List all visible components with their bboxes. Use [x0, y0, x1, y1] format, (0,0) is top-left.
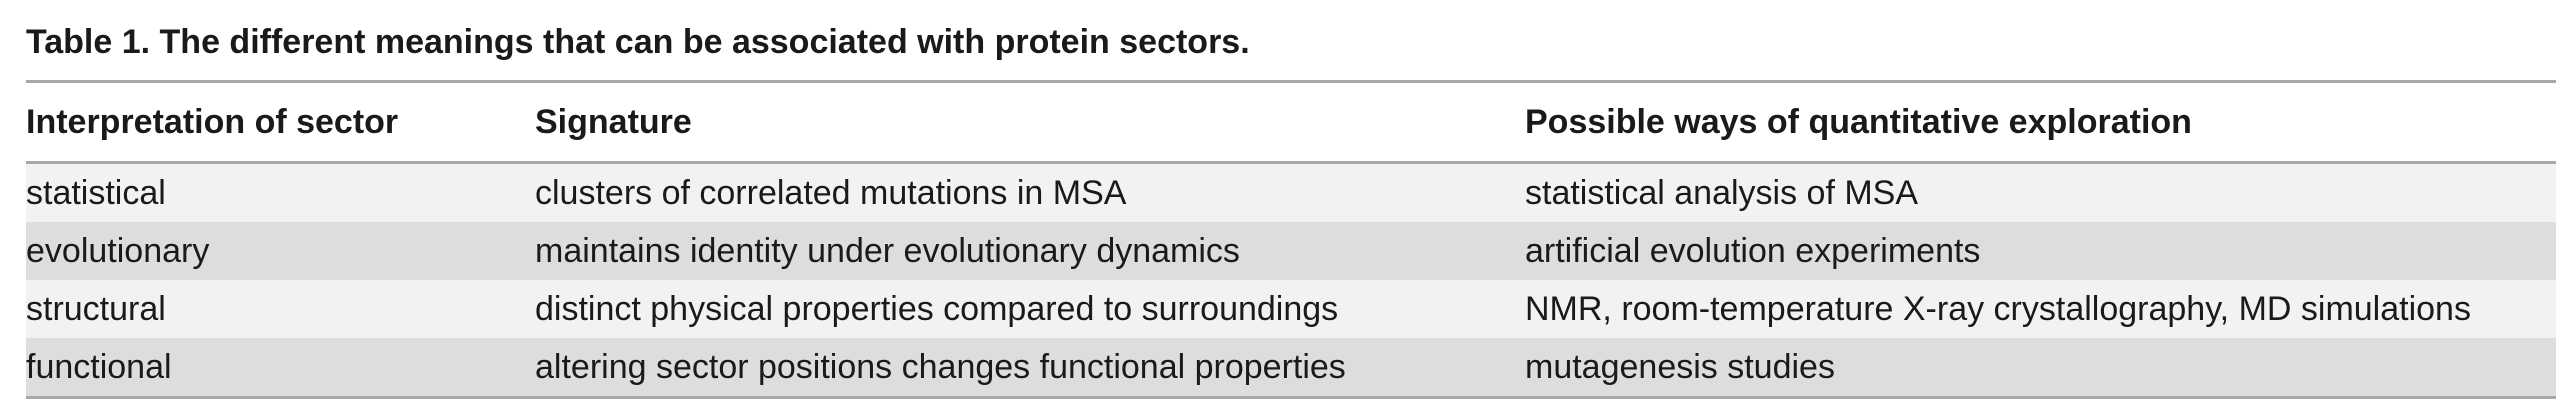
cell-signature: maintains identity under evolutionary dy…: [535, 231, 1240, 270]
cell-exploration: NMR, room-temperature X-ray crystallogra…: [1525, 289, 2471, 328]
column-header-exploration: Possible ways of quantitative exploratio…: [1525, 102, 2192, 141]
cell-signature: distinct physical properties compared to…: [535, 289, 1339, 328]
column-header-signature: Signature: [535, 102, 692, 141]
table-caption: Table 1. The different meanings that can…: [26, 23, 1250, 61]
cell-exploration: mutagenesis studies: [1525, 347, 1835, 386]
table-bottom-rule: [26, 396, 2556, 399]
cell-interpretation: structural: [26, 289, 166, 328]
cell-interpretation: evolutionary: [26, 231, 210, 270]
cell-signature: altering sector positions changes functi…: [535, 347, 1346, 386]
table-top-rule: [26, 80, 2556, 83]
cell-signature: clusters of correlated mutations in MSA: [535, 173, 1127, 212]
column-header-interpretation: Interpretation of sector: [26, 102, 399, 141]
cell-interpretation: functional: [26, 347, 172, 386]
table-row: statistical clusters of correlated mutat…: [26, 164, 2556, 222]
sectors-table: Interpretation of sector Signature Possi…: [26, 80, 2556, 399]
cell-exploration: artificial evolution experiments: [1525, 231, 1981, 270]
cell-interpretation: statistical: [26, 173, 166, 212]
table-header-rule: [26, 161, 2556, 164]
cell-exploration: statistical analysis of MSA: [1525, 173, 1919, 212]
table-row: structural distinct physical properties …: [26, 280, 2556, 338]
table-header-row: Interpretation of sector Signature Possi…: [26, 83, 2556, 161]
table-row: evolutionary maintains identity under ev…: [26, 222, 2556, 280]
table-row: functional altering sector positions cha…: [26, 338, 2556, 396]
